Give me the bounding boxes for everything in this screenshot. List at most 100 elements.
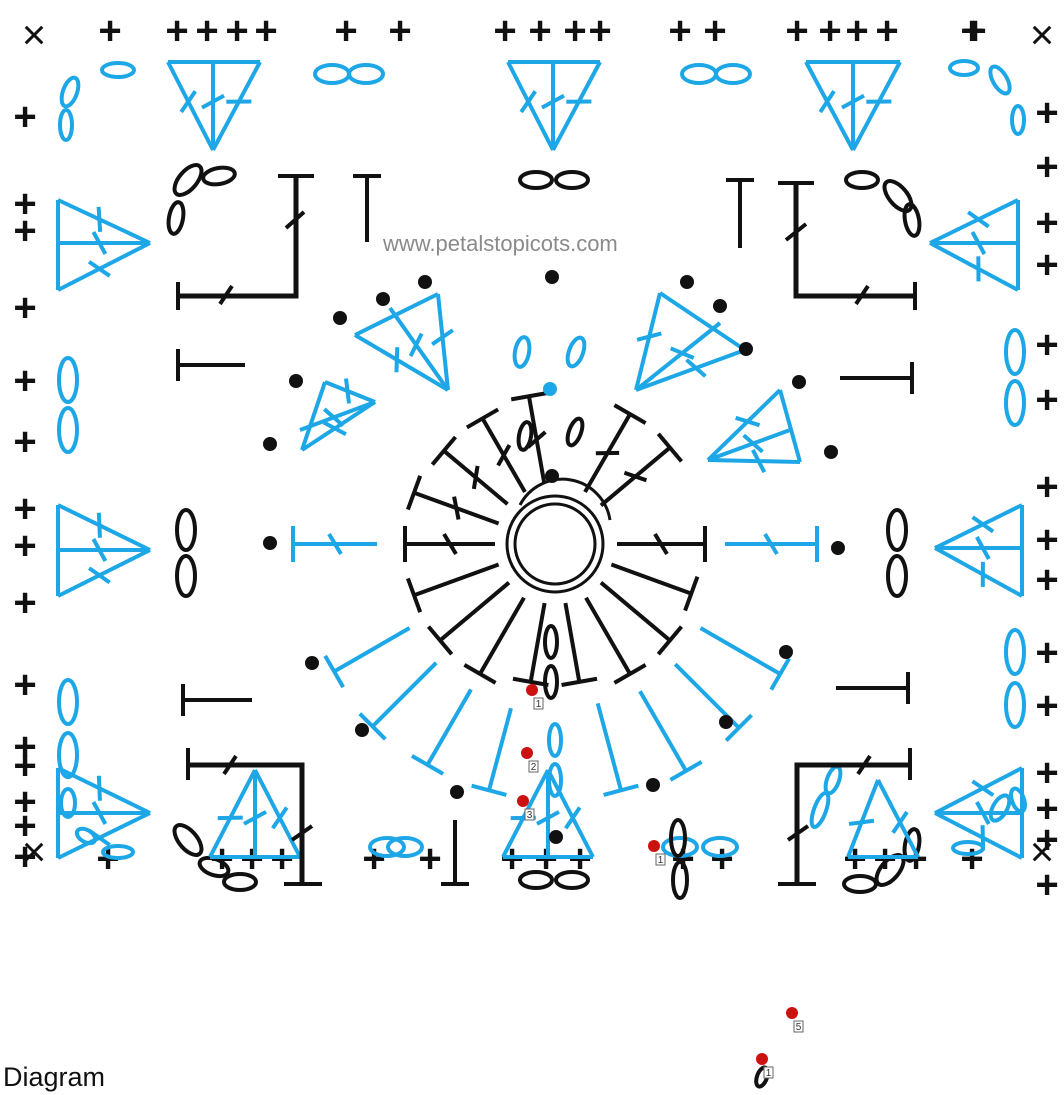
stroke (526, 430, 547, 449)
sc-plus-symbol: + (588, 9, 611, 53)
chain-oval (57, 356, 79, 404)
slip-dot (376, 292, 390, 306)
black-dc-stitch (426, 581, 511, 656)
chain-oval (59, 75, 81, 109)
stroke (563, 602, 582, 683)
sc-plus-symbol: + (13, 780, 36, 824)
blue-dc-stitch (323, 626, 411, 689)
sc-plus-symbol: + (13, 524, 36, 568)
stroke (683, 575, 700, 612)
stroke (471, 783, 507, 797)
stroke (934, 811, 1023, 860)
stroke (975, 536, 991, 560)
slip-dot (418, 275, 432, 289)
slip-stitch-x-symbol: × (1030, 11, 1055, 58)
chain-oval (58, 108, 74, 142)
stroke (300, 400, 377, 452)
slip-dot (263, 536, 277, 550)
stroke (669, 760, 703, 782)
stroke (91, 538, 108, 562)
slip-dot (739, 342, 753, 356)
sc-plus-symbol: + (418, 837, 441, 881)
marker-dot (648, 840, 660, 852)
stroke (929, 198, 1019, 245)
black-dc-stitch (465, 407, 527, 494)
stroke (934, 546, 1023, 598)
sc-plus-symbol: + (13, 286, 36, 330)
top-right-shell (804, 60, 902, 151)
hdc-top-right-post (726, 178, 754, 248)
right-bottom-shell (934, 766, 1024, 860)
stroke (634, 321, 722, 392)
chain-oval (1004, 681, 1026, 729)
marker-dot (517, 795, 529, 807)
blue-start-dot (543, 382, 557, 396)
stroke (707, 428, 791, 462)
chain-oval (197, 855, 231, 879)
stroke (299, 400, 376, 432)
stroke (891, 810, 909, 834)
blue-dc-stitch (725, 526, 819, 562)
stroke (166, 61, 215, 151)
chain-oval (948, 59, 980, 77)
chain-oval (175, 554, 197, 598)
sc-plus-symbol: + (13, 209, 36, 253)
sc-plus-symbol: + (960, 837, 983, 881)
slip-dot (779, 645, 793, 659)
stroke (431, 328, 454, 346)
black-dc-stitch (599, 432, 684, 507)
bottom-right-shell (846, 779, 920, 859)
slip-dot (333, 311, 347, 325)
stroke (438, 581, 511, 642)
sc-plus-symbol: + (710, 837, 733, 881)
sc-plus-symbol: + (818, 9, 841, 53)
chain-oval (313, 63, 351, 85)
stroke (561, 676, 598, 687)
stroke (975, 801, 991, 825)
stroke (96, 512, 102, 538)
sc-plus-symbol: + (1035, 243, 1058, 287)
chain-oval (547, 722, 563, 758)
stroke (656, 432, 684, 463)
stroke (876, 779, 920, 858)
chain-oval (543, 664, 559, 700)
chain-oval (701, 836, 739, 858)
stroke (595, 702, 623, 791)
chain-oval (882, 179, 914, 213)
left-bottom-shell (56, 766, 151, 860)
chain-oval (886, 508, 908, 552)
sc-plus-symbol: + (1035, 787, 1058, 831)
stroke (706, 388, 782, 462)
black-dc-stitch (512, 602, 549, 687)
watermark-text: www.petalstopicots.com (383, 231, 618, 256)
sc-plus-symbol: + (13, 420, 36, 464)
chain-oval (902, 827, 922, 863)
black-dc-stitch (617, 526, 707, 562)
stroke (211, 61, 262, 151)
stroke (471, 465, 480, 490)
chain-oval (57, 678, 79, 726)
chain-oval (512, 335, 532, 369)
stroke (425, 688, 473, 766)
sc-plus-symbol: + (1035, 863, 1058, 907)
ring-outer (505, 494, 605, 594)
stroke (353, 333, 450, 392)
stroke (851, 61, 902, 151)
stroke (358, 712, 387, 741)
stroke (57, 766, 151, 815)
stroke (408, 332, 424, 358)
chain-oval (554, 870, 590, 890)
stroke (599, 581, 672, 642)
blue-dc-stitch (471, 707, 513, 797)
stroke (271, 806, 289, 830)
hdc-left-lower (181, 684, 252, 716)
marker-label-box (533, 697, 544, 710)
sc-plus-symbol: + (785, 9, 808, 53)
sc-plus-symbol: + (875, 9, 898, 53)
marker-dot (526, 684, 538, 696)
chain-oval (1004, 328, 1026, 376)
blue-dc-stitch (638, 690, 703, 782)
stroke (217, 815, 243, 821)
stroke (636, 331, 662, 342)
chain-oval (988, 64, 1012, 96)
